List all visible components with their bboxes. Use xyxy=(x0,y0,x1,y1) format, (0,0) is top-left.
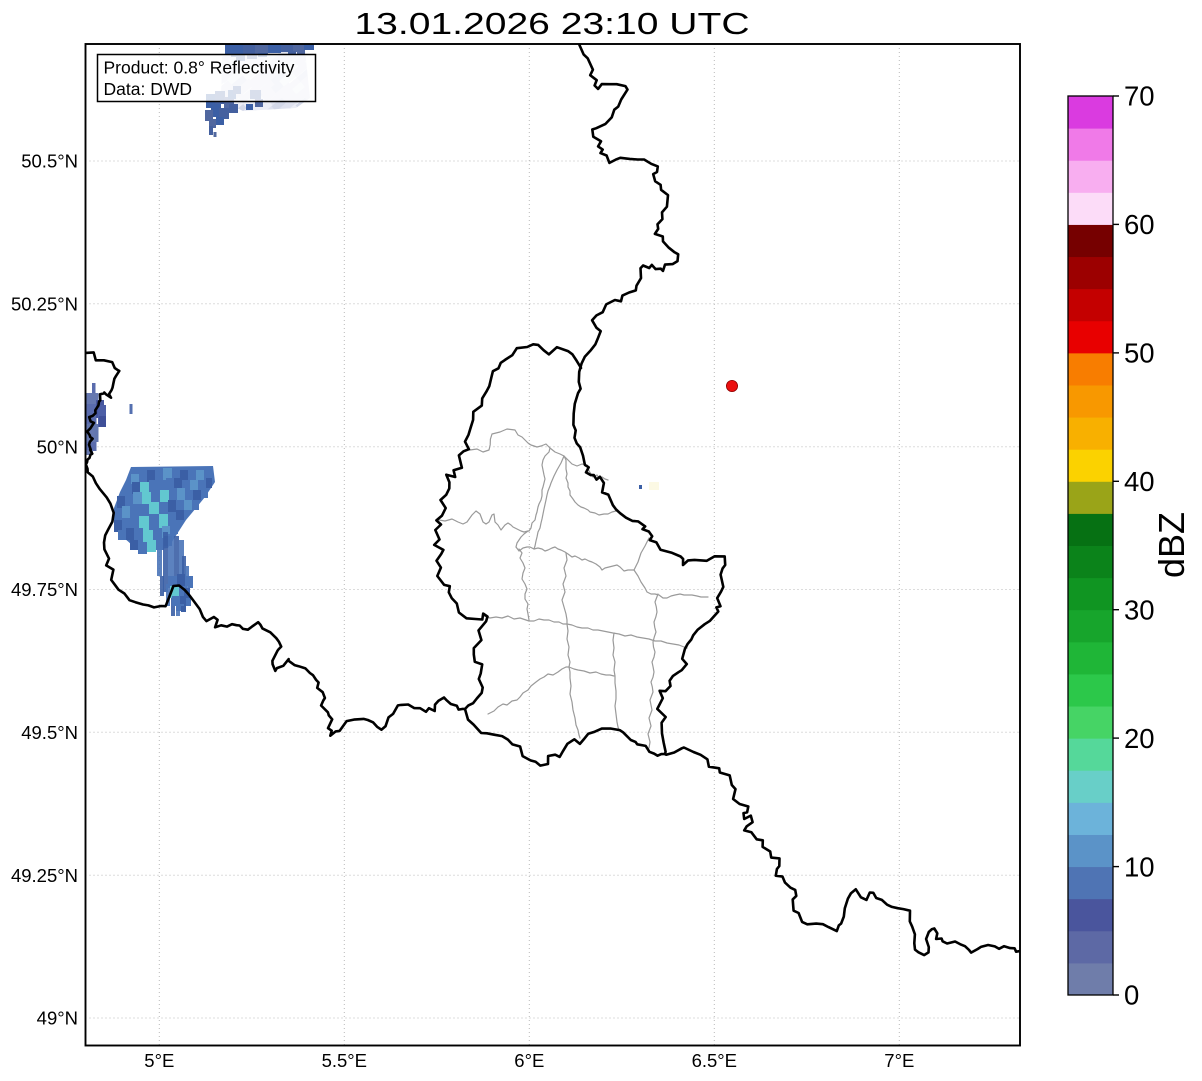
svg-text:49°N: 49°N xyxy=(37,1008,78,1029)
svg-text:70: 70 xyxy=(1124,81,1155,112)
svg-text:50.25°N: 50.25°N xyxy=(11,293,78,314)
svg-text:30: 30 xyxy=(1124,594,1155,625)
svg-text:Data: DWD: Data: DWD xyxy=(104,79,192,99)
svg-text:49.25°N: 49.25°N xyxy=(11,865,78,886)
svg-text:6°E: 6°E xyxy=(514,1050,544,1071)
svg-text:50°N: 50°N xyxy=(37,436,78,457)
svg-text:Product: 0.8° Reflectivity: Product: 0.8° Reflectivity xyxy=(104,58,295,78)
svg-text:10: 10 xyxy=(1124,851,1155,882)
svg-text:50: 50 xyxy=(1124,338,1155,369)
svg-text:20: 20 xyxy=(1124,723,1155,754)
svg-text:dBZ: dBZ xyxy=(1151,512,1192,578)
svg-text:5°E: 5°E xyxy=(144,1050,174,1071)
svg-text:49.5°N: 49.5°N xyxy=(21,722,78,743)
svg-text:49.75°N: 49.75°N xyxy=(11,579,78,600)
svg-text:50.5°N: 50.5°N xyxy=(21,151,78,172)
svg-text:5.5°E: 5.5°E xyxy=(322,1050,367,1071)
svg-text:6.5°E: 6.5°E xyxy=(692,1050,737,1071)
svg-text:7°E: 7°E xyxy=(884,1050,914,1071)
svg-text:60: 60 xyxy=(1124,209,1155,240)
svg-text:0: 0 xyxy=(1124,980,1139,1011)
svg-text:13.01.2026 23:10 UTC: 13.01.2026 23:10 UTC xyxy=(354,7,749,41)
svg-text:40: 40 xyxy=(1124,466,1155,497)
